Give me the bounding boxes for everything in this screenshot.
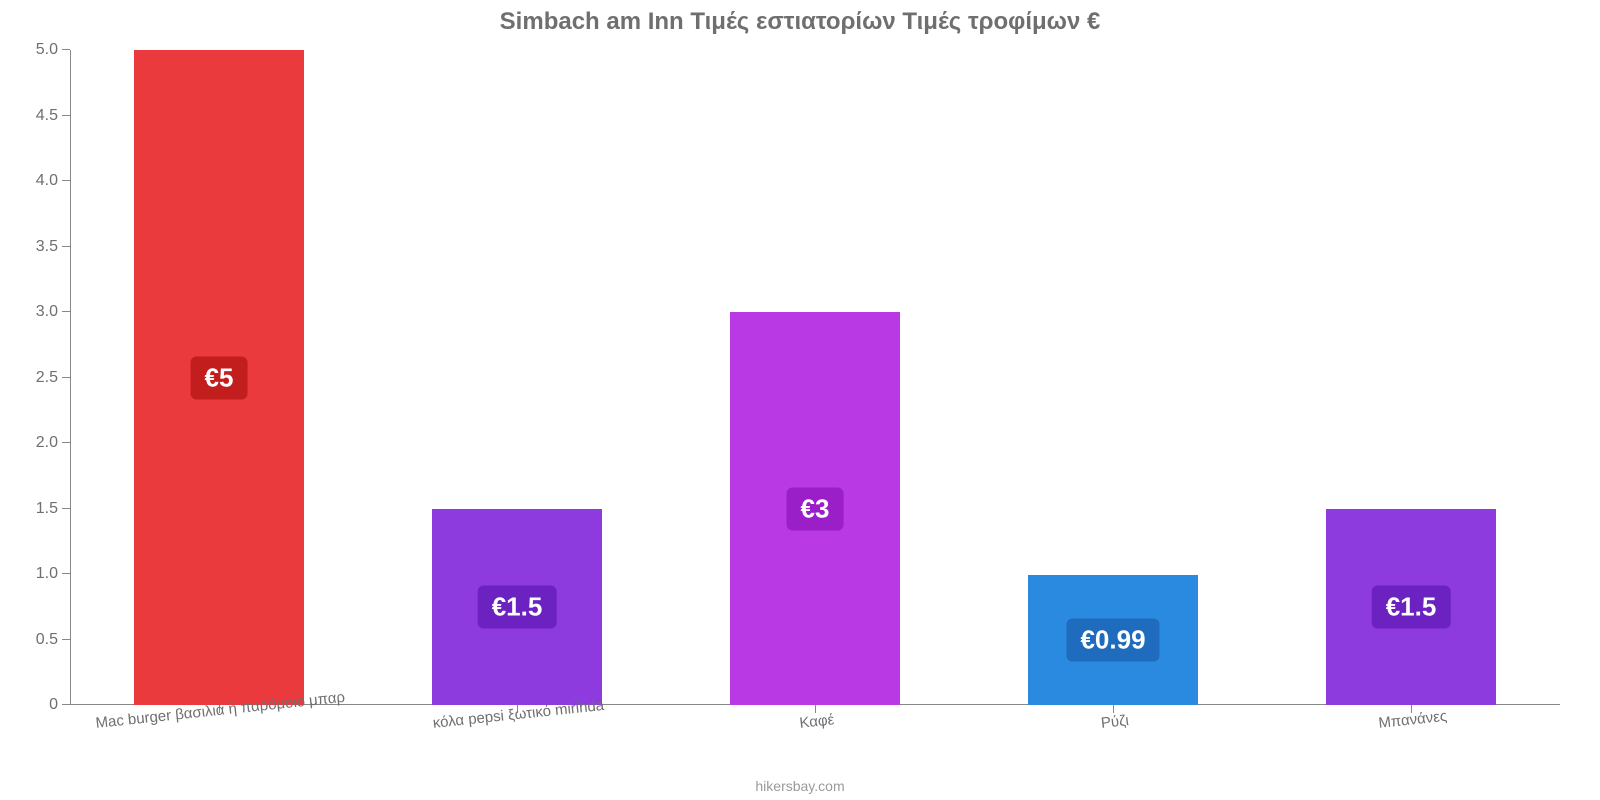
y-tick-label: 2.5 [36,369,70,387]
bar-value-label: €1.5 [478,585,557,628]
attribution-text: hikersbay.com [0,778,1600,794]
price-chart: Simbach am Inn Τιμές εστιατορίων Τιμές τ… [0,0,1600,800]
chart-title: Simbach am Inn Τιμές εστιατορίων Τιμές τ… [0,8,1600,36]
x-tick-label: Ρύζι [1099,702,1130,732]
x-tick-label: Καφέ [798,701,836,732]
bar-value-label: €5 [191,356,248,399]
bar-value-label: €0.99 [1066,619,1159,662]
y-tick-label: 5.0 [36,41,70,59]
x-tick-label: Μπανάνες [1377,698,1448,732]
y-tick-label: 1.5 [36,500,70,518]
y-tick-label: 3.5 [36,238,70,256]
y-tick-label: 4.0 [36,172,70,190]
y-tick-label: 2.0 [36,434,70,452]
bar-value-label: €1.5 [1372,585,1451,628]
y-tick-label: 3.0 [36,303,70,321]
y-tick-label: 4.5 [36,107,70,125]
y-tick-label: 0 [49,696,70,714]
plot-area: 00.51.01.52.02.53.03.54.04.55.0€5Mac bur… [70,50,1560,705]
y-axis [70,50,71,705]
y-tick-label: 0.5 [36,631,70,649]
y-tick-label: 1.0 [36,565,70,583]
bar-value-label: €3 [787,487,844,530]
